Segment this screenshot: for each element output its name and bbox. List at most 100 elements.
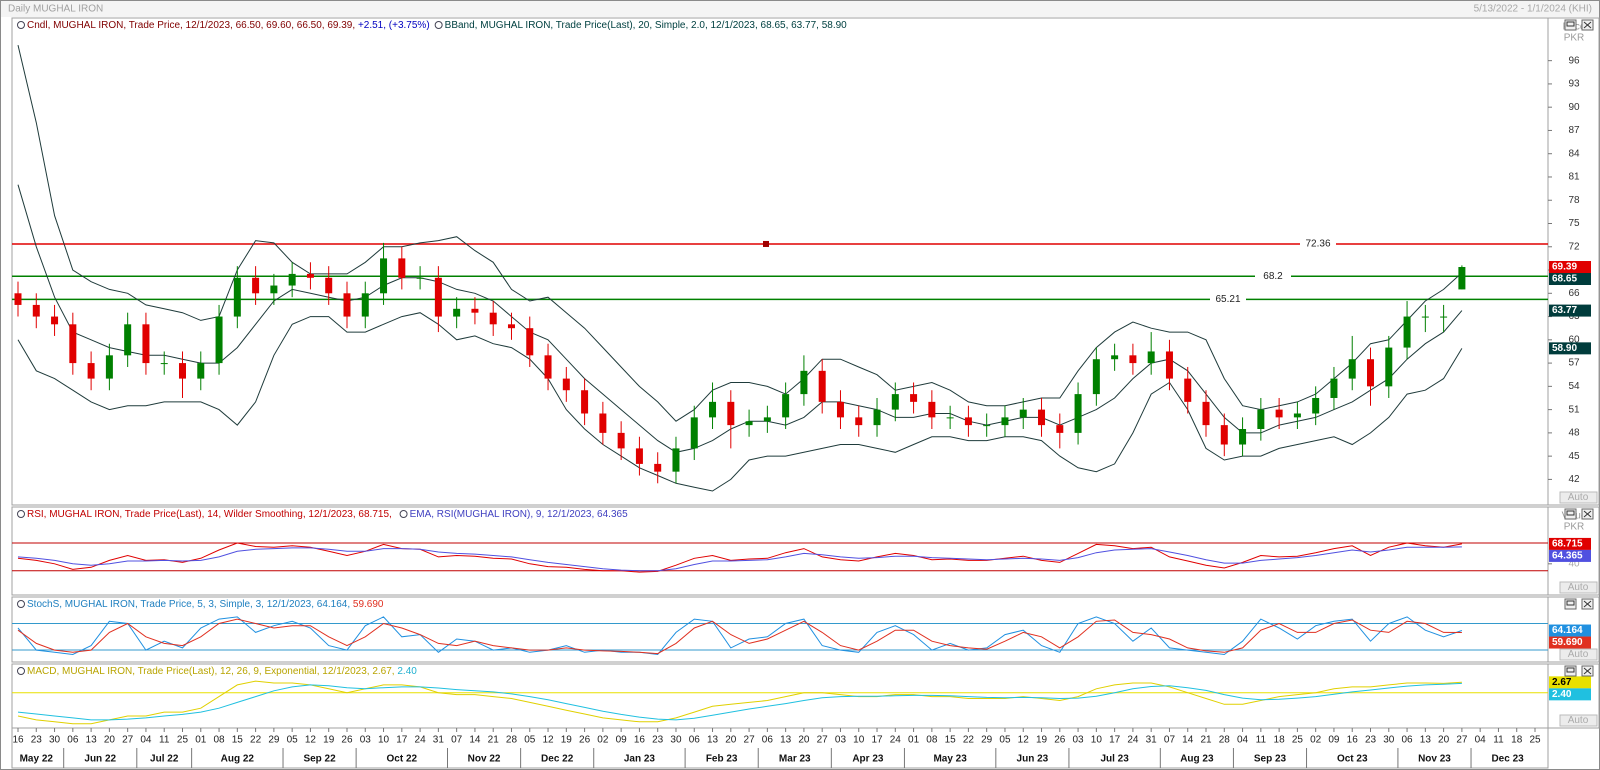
x-tick-label: 20 [725,735,737,746]
candle-body [562,378,570,391]
x-tick-label: 13 [86,735,98,746]
auto-button[interactable] [1559,648,1598,661]
x-tick-label: 30 [670,735,682,746]
y-tick-label: 63 [1568,311,1580,322]
x-tick-label: 12 [1018,735,1030,746]
minimize-button[interactable] [1564,665,1577,677]
candle-body [1239,429,1247,445]
x-tick-label: 24 [1127,735,1139,746]
month-label: May 22 [20,754,54,765]
plot-area [12,542,1548,573]
candle-body [343,293,351,317]
x-tick-label: 06 [689,735,701,746]
button-glyph [1566,667,1575,673]
auto-button-label[interactable]: Auto [1568,715,1589,726]
x-tick-label: 06 [67,735,79,746]
candle-body [69,324,77,364]
button-glyph [1566,600,1575,606]
auto-button[interactable] [1559,714,1598,727]
button-glyph [1583,667,1592,675]
candle-body [1056,425,1064,433]
button-glyph [1583,21,1592,29]
candle-body [1275,409,1283,418]
auto-button-label[interactable]: Auto [1568,649,1589,660]
indicator-line [17,616,1463,656]
x-tick-label: 16 [634,735,646,746]
candle-body [489,312,497,325]
x-tick-label: 04 [140,735,152,746]
x-tick-label: 12 [305,735,317,746]
x-tick-label: 16 [12,735,24,746]
x-tick-label: 27 [1456,735,1468,746]
candle-body [800,370,808,395]
x-tick-label: 01 [195,735,207,746]
x-tick-label: 04 [1237,735,1249,746]
indicator-line [17,542,1462,573]
value-label: 69.39 [1552,262,1577,273]
legend-text: MACD, MUGHAL IRON, Trade Price(Last), 12… [27,666,417,677]
value-label-bg [1549,676,1591,689]
x-tick-label: 24 [890,735,902,746]
x-tick-label: 14 [469,735,481,746]
minimize-button[interactable] [1564,508,1577,520]
header-icon [434,21,443,29]
month-label: Jul 23 [1100,754,1129,765]
x-tick-label: 10 [1091,735,1103,746]
x-tick-label: 29 [268,735,280,746]
candle-body [215,316,223,364]
legend-part: EMA, RSI(MUGHAL IRON), 9, 12/1/2023, 64.… [410,509,628,520]
candle-body [672,448,680,472]
x-tick-label: 20 [104,735,116,746]
x-tick-label: 03 [1073,735,1085,746]
candle-body [87,363,95,379]
level-label: 65.21 [1215,294,1240,305]
auto-button[interactable] [1559,581,1598,594]
x-tick-label: 26 [1054,735,1066,746]
x-tick-label: 15 [232,735,244,746]
x-tick-label: 20 [798,735,810,746]
month-label: Jul 22 [150,754,179,765]
x-tick-label: 18 [1511,735,1523,746]
month-label: May 23 [933,754,967,765]
candle-body [709,401,717,418]
x-tick-label: 01 [908,735,920,746]
y-tick-label: 90 [1568,102,1580,113]
auto-button-label[interactable]: Auto [1568,492,1589,503]
value-label-bg [1549,688,1591,701]
level-label-bg [1210,293,1246,306]
candle-body [1330,378,1338,398]
x-tick-label: 13 [1420,735,1432,746]
x-tick-label: 23 [652,735,664,746]
x-tick-label: 04 [1475,735,1487,746]
minimize-button[interactable] [1564,598,1577,610]
x-tick-label: 05 [524,735,536,746]
value-label: 2.67 [1552,677,1572,688]
x-tick-label: 24 [415,735,427,746]
candle-body [233,277,241,317]
candle-body [727,401,735,426]
candle-body [526,328,534,356]
legend-part: +2.51, (+3.75%) [358,20,430,31]
indicator-line [17,44,1463,422]
auto-button-label[interactable]: Auto [1568,582,1589,593]
title-bar [1,1,1599,17]
x-tick-label: 06 [762,735,774,746]
value-label-bg [1549,342,1591,355]
x-tick-label: 09 [616,735,628,746]
legend-text: EMA, RSI(MUGHAL IRON), 9, 12/1/2023, 64.… [410,509,628,520]
window-title: Daily MUGHAL IRON [8,4,103,15]
value-label: 64.365 [1552,551,1583,562]
x-tick-label: 30 [1383,735,1395,746]
indicator-line [17,682,1462,721]
y-tick-label: 42 [1568,474,1580,485]
y-tick-label: 66 [1568,288,1580,299]
y-tick-label: 60 [1568,334,1580,345]
window-range: 5/13/2022 - 1/1/2024 (KHI) [1474,4,1592,15]
legend-text: RSI, MUGHAL IRON, Trade Price(Last), 14,… [27,509,395,520]
minimize-button[interactable] [1564,19,1577,31]
auto-button[interactable] [1559,491,1598,504]
month-label: Sep 23 [1254,754,1287,765]
value-label: 64.164 [1552,625,1583,636]
